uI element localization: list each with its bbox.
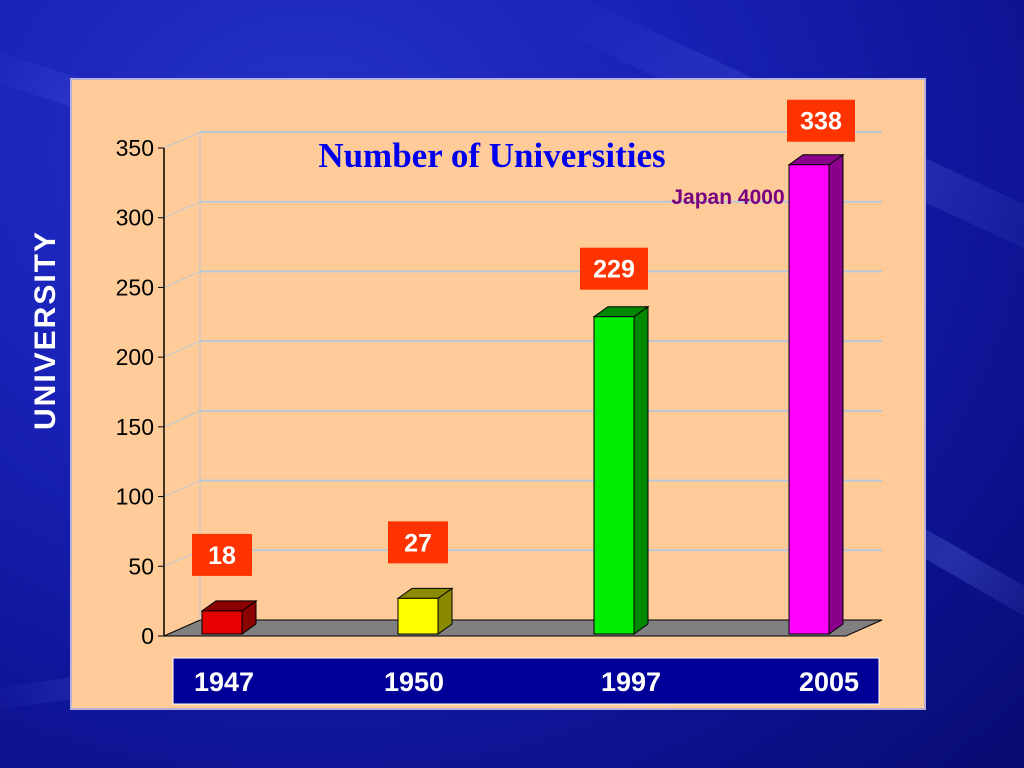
data-label-box [787, 99, 855, 142]
gridline-diagonal [163, 340, 201, 358]
x-tick-label: 1947 [194, 667, 254, 697]
data-label-box [192, 533, 252, 576]
y-tick-label: 50 [128, 553, 154, 579]
gridline-diagonal [163, 480, 201, 498]
y-tick-label: 300 [116, 205, 154, 231]
bar-2005 [788, 164, 830, 635]
gridline-diagonal [163, 410, 201, 428]
category-band [172, 657, 880, 705]
chart-panel: 0 50 100 150 200 250 300 350 18 27 229 338 1947 1950 1… [70, 78, 926, 710]
data-label: 229 [593, 256, 635, 284]
data-label: 338 [800, 108, 842, 136]
x-tick-label: 1997 [601, 667, 661, 697]
y-axis-label: UNIVERSITY [29, 229, 62, 431]
annotation: Japan 4000 [671, 186, 784, 209]
bar-side-2005 [828, 153, 844, 635]
gridline-diagonal [163, 131, 201, 149]
data-label-box [580, 247, 648, 290]
y-tick-label: 200 [116, 344, 154, 370]
bar-1947 [201, 610, 243, 635]
bar-side-1997 [633, 305, 649, 635]
y-tick-label: 150 [116, 414, 154, 440]
data-label: 27 [404, 529, 432, 557]
gridline-diagonal [163, 201, 201, 219]
y-tick-label: 250 [116, 274, 154, 300]
chart-floor [163, 619, 883, 637]
x-tick-label: 2005 [799, 667, 859, 697]
chart-title: Number of Universities [318, 136, 665, 175]
data-label-box [388, 521, 448, 564]
y-tick-label: 0 [141, 623, 154, 649]
y-tick-label: 100 [116, 484, 154, 510]
gridline-diagonal [163, 270, 201, 288]
bar-1997 [593, 316, 635, 635]
y-tick-label: 350 [116, 135, 154, 161]
bar-chart: 0 50 100 150 200 250 300 350 18 27 229 338 1947 1950 1… [116, 99, 883, 705]
data-label: 18 [208, 542, 236, 570]
x-tick-label: 1950 [384, 667, 444, 697]
bar-1950 [397, 597, 439, 635]
